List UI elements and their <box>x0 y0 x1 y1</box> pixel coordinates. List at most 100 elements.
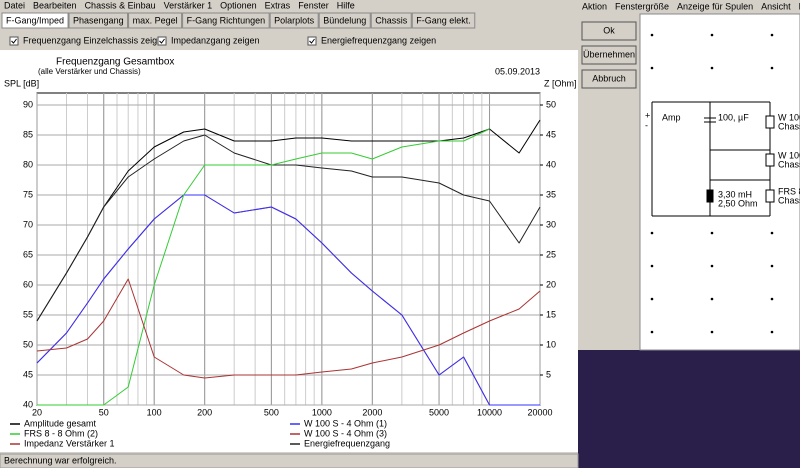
x-tick-label: 10000 <box>477 407 502 417</box>
grid-dot <box>770 297 774 301</box>
y2-tick-label: 20 <box>546 279 556 289</box>
grid-dot <box>710 297 714 301</box>
coil-label: 3,30 mH <box>718 189 752 199</box>
grid-dot <box>770 264 774 268</box>
tab-label: max. Pegel <box>133 15 178 25</box>
grid-dot <box>710 264 714 268</box>
tab[interactable] <box>269 12 319 29</box>
grid-dot <box>770 231 774 235</box>
y2-tick-label: 5 <box>546 369 551 379</box>
y-tick-label: 90 <box>23 99 33 109</box>
menu-item: Aktion <box>582 1 607 11</box>
button-label: Abbruch <box>592 73 626 83</box>
tab[interactable] <box>128 12 183 29</box>
chart-title: Frequenzgang Gesamtbox <box>56 57 174 68</box>
chart-date: 05.09.2013 <box>495 66 540 76</box>
driver-sub: Chassis <box>778 159 800 169</box>
menu-item: Hilfe <box>337 0 355 10</box>
x-tick-label: 500 <box>264 407 279 417</box>
tab[interactable] <box>182 12 270 29</box>
checkbox-label: Frequenzgang Einzelchassis zeigen <box>23 35 167 45</box>
legend-label: Energiefrequenzgang <box>304 438 390 448</box>
driver-sub: Chassis <box>778 195 800 205</box>
tab-label: F-Gang elekt. <box>416 15 471 25</box>
y-tick-label: 55 <box>23 309 33 319</box>
y2-tick-label: 35 <box>546 189 556 199</box>
chart-subtitle: (alle Verstärker und Chassis) <box>38 67 141 76</box>
grid-dot <box>710 330 714 334</box>
amp-label: Amp <box>662 112 681 122</box>
checkmark <box>309 38 315 44</box>
y-tick-label: 50 <box>23 339 33 349</box>
grid-dot <box>650 330 654 334</box>
grid-dot <box>650 297 654 301</box>
driver-label: FRS 8 <box>778 186 800 196</box>
tab[interactable] <box>318 12 371 29</box>
y2-tick-label: 25 <box>546 249 556 259</box>
checkbox[interactable] <box>9 36 19 46</box>
legend-label: W 100 S - 4 Ohm (1) <box>304 418 387 428</box>
schematic <box>651 101 775 217</box>
y2-tick-label: 40 <box>546 159 556 169</box>
grid-dot <box>650 231 654 235</box>
button[interactable] <box>581 45 637 65</box>
driver-label: W 100 <box>778 150 800 160</box>
checkbox-label: Impedanzgang zeigen <box>171 35 260 45</box>
series-line <box>36 278 541 379</box>
x-tick-label: 20000 <box>527 407 552 417</box>
y2-tick-label: 45 <box>546 129 556 139</box>
legend-label: FRS 8 - 8 Ohm (2) <box>24 428 98 438</box>
series-line <box>36 134 541 322</box>
menu-item: Fenster <box>298 0 329 10</box>
plot-area <box>36 92 541 406</box>
x-tick-label: 5000 <box>429 407 449 417</box>
checkbox[interactable] <box>157 36 167 46</box>
grid-dot <box>710 231 714 235</box>
menu-item: Ansicht <box>761 1 791 11</box>
tab[interactable] <box>1 12 69 29</box>
y-tick-label: 80 <box>23 159 33 169</box>
y-label: SPL [dB] <box>4 78 39 88</box>
tab[interactable] <box>68 12 129 29</box>
checkbox[interactable] <box>307 36 317 46</box>
grid-dot <box>770 330 774 334</box>
y2-tick-label: 50 <box>546 99 556 109</box>
tab-label: Phasengang <box>73 15 124 25</box>
x-tick-label: 50 <box>99 407 109 417</box>
plus-label: + <box>645 110 650 120</box>
checkmark <box>159 38 165 44</box>
menu-item: Chassis & Einbau <box>85 0 156 10</box>
button-label: Ok <box>603 25 615 35</box>
grid-dot <box>650 264 654 268</box>
legend-label: Impedanz Verstärker 1 <box>24 438 115 448</box>
tab-label: F-Gang/Imped <box>6 15 64 25</box>
tab[interactable] <box>370 12 412 29</box>
menu-item: Bearbeiten <box>33 0 77 10</box>
checkbox-label: Energiefrequenzgang zeigen <box>321 35 436 45</box>
x-tick-label: 1000 <box>312 407 332 417</box>
capacitor-label: 100, µF <box>718 112 749 122</box>
y-tick-label: 40 <box>23 399 33 409</box>
y-tick-label: 60 <box>23 279 33 289</box>
legend-label: Amplitude gesamt <box>24 418 97 428</box>
grid-dot <box>770 66 774 70</box>
series-line <box>36 119 541 322</box>
tab-label: Chassis <box>375 15 408 25</box>
series-line <box>37 128 490 406</box>
y-tick-label: 65 <box>23 249 33 259</box>
y2-tick-label: 10 <box>546 339 556 349</box>
menu-item: Fenstergröße <box>615 1 669 11</box>
y-tick-label: 45 <box>23 369 33 379</box>
coil-resistance-label: 2,50 Ohm <box>718 198 758 208</box>
button[interactable] <box>581 21 637 41</box>
y2-tick-label: 15 <box>546 309 556 319</box>
button[interactable] <box>581 69 637 89</box>
x-tick-label: 100 <box>147 407 162 417</box>
grid-dot <box>710 33 714 37</box>
series-line <box>36 194 540 406</box>
legend-label: W 100 S - 4 Ohm (3) <box>304 428 387 438</box>
tab[interactable] <box>411 12 476 29</box>
y2-label: Z [Ohm] <box>544 78 577 88</box>
